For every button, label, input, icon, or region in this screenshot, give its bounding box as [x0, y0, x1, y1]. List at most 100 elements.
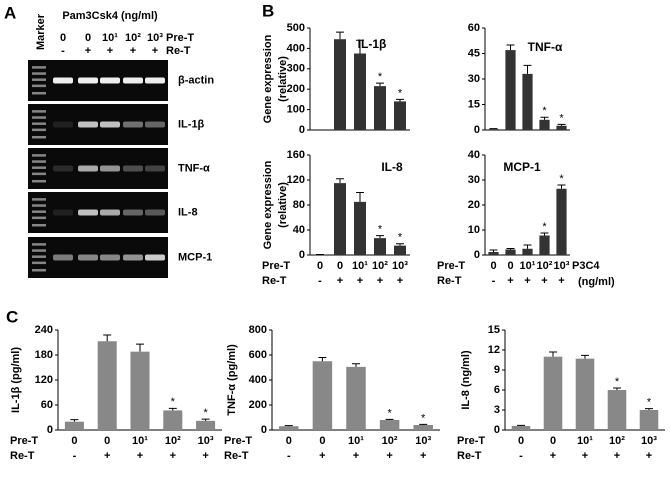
x-tick-label: 0	[490, 260, 496, 272]
lane-sign: +	[107, 45, 113, 57]
gel-band	[53, 77, 73, 84]
marker-band	[32, 166, 46, 169]
significance: *	[171, 396, 176, 408]
marker-band	[32, 128, 46, 132]
x-tick-label: +	[420, 450, 426, 462]
x-tick-label: +	[170, 450, 176, 462]
gel-band	[78, 77, 98, 84]
x-tick-label: +	[104, 450, 110, 462]
error-bar	[419, 423, 428, 425]
marker-band	[32, 154, 46, 157]
y-tick-label: 120	[287, 174, 305, 186]
y-axis-label: Gene expression	[262, 160, 274, 249]
marker-band	[32, 110, 46, 113]
marker-band	[32, 216, 46, 220]
y-tick-label: 240	[35, 324, 53, 336]
bar	[64, 421, 84, 430]
y-tick-label: 40	[293, 224, 305, 236]
error-bar	[70, 419, 79, 422]
bar	[607, 390, 627, 430]
gel-band	[145, 209, 165, 216]
significance: *	[398, 87, 403, 99]
bar	[505, 50, 516, 130]
error-bar	[201, 418, 210, 421]
error-bar	[385, 418, 394, 420]
x-tick-label: +	[582, 450, 588, 462]
gel-band	[123, 209, 143, 216]
x-tick-label: +	[337, 275, 343, 287]
x-tick-label: +	[202, 450, 208, 462]
gel-band	[100, 121, 120, 128]
unit-label: (ng/ml)	[578, 276, 615, 288]
gel-band	[78, 165, 98, 172]
bar	[575, 358, 595, 430]
gel-band	[123, 165, 143, 172]
significance: *	[421, 412, 426, 424]
y-axis-label: Gene expression	[262, 34, 274, 123]
marker-band	[32, 84, 46, 88]
significance: *	[203, 407, 208, 419]
bar	[97, 341, 117, 430]
x-tick-label: 0	[104, 435, 110, 447]
x-tick-label: -	[318, 275, 322, 287]
bar	[379, 420, 400, 430]
gel-band	[145, 165, 165, 172]
error-bar	[489, 128, 498, 130]
x-tick-label: 10¹	[352, 260, 368, 272]
x-tick-label: +	[357, 275, 363, 287]
marker-band	[32, 179, 46, 183]
error-bar	[356, 39, 364, 54]
y-tick-label: 12	[488, 344, 500, 356]
x-tick-label: +	[319, 450, 325, 462]
x-tick-label: -	[519, 450, 523, 462]
y-tick-label: 30	[468, 174, 480, 186]
y-tick-label: 60	[468, 22, 480, 34]
gel-band	[53, 121, 73, 128]
lane-dose: 10¹	[102, 32, 118, 44]
marker-band	[32, 78, 46, 81]
y-tick-label: 200	[249, 399, 267, 411]
error-bar	[557, 123, 566, 126]
bar	[413, 425, 433, 430]
error-bar	[506, 44, 515, 51]
error-bar	[523, 244, 532, 249]
error-bar	[540, 232, 549, 236]
x-tick-label: 10¹	[520, 260, 536, 272]
x-tick-label: 10¹	[348, 435, 364, 447]
gel-band	[100, 77, 120, 84]
y-tick-label: 80	[293, 199, 305, 211]
x-tick-label: 0	[319, 435, 325, 447]
error-bar	[318, 357, 327, 362]
y-axis-label: (relative)	[277, 182, 289, 228]
row-label: Re-T	[437, 275, 462, 287]
row-label: Pre-T	[457, 435, 485, 447]
error-bar	[396, 98, 404, 102]
x-tick-label: 0	[507, 260, 513, 272]
x-tick-label: +	[377, 275, 383, 287]
bar	[163, 410, 183, 430]
y-axis-label: IL-1β (pg/ml)	[10, 347, 22, 413]
gel-band	[123, 254, 143, 261]
y-tick-label: 45	[468, 47, 480, 59]
bar	[196, 420, 216, 430]
y-tick-label: 0	[299, 249, 305, 261]
x-tick-label: 10²	[537, 260, 553, 272]
marker-band	[32, 198, 46, 201]
gel-band	[145, 254, 165, 261]
y-tick-label: 0	[261, 424, 267, 436]
row-label: Re-T	[457, 450, 482, 462]
bar	[505, 249, 516, 255]
gel-band	[145, 77, 165, 84]
y-tick-label: 120	[35, 374, 53, 386]
marker-band	[32, 210, 46, 213]
row-label: Re-T	[10, 450, 35, 462]
y-tick-label: 300	[287, 63, 305, 75]
x-tick-label: -	[492, 275, 496, 287]
gene-label: MCP-1	[178, 251, 212, 263]
gel-band	[123, 77, 143, 84]
bar	[543, 356, 563, 430]
marker-band	[32, 204, 46, 207]
row-label: Pre-T	[262, 260, 290, 272]
y-tick-label: 20	[468, 199, 480, 211]
error-bar	[549, 351, 557, 357]
